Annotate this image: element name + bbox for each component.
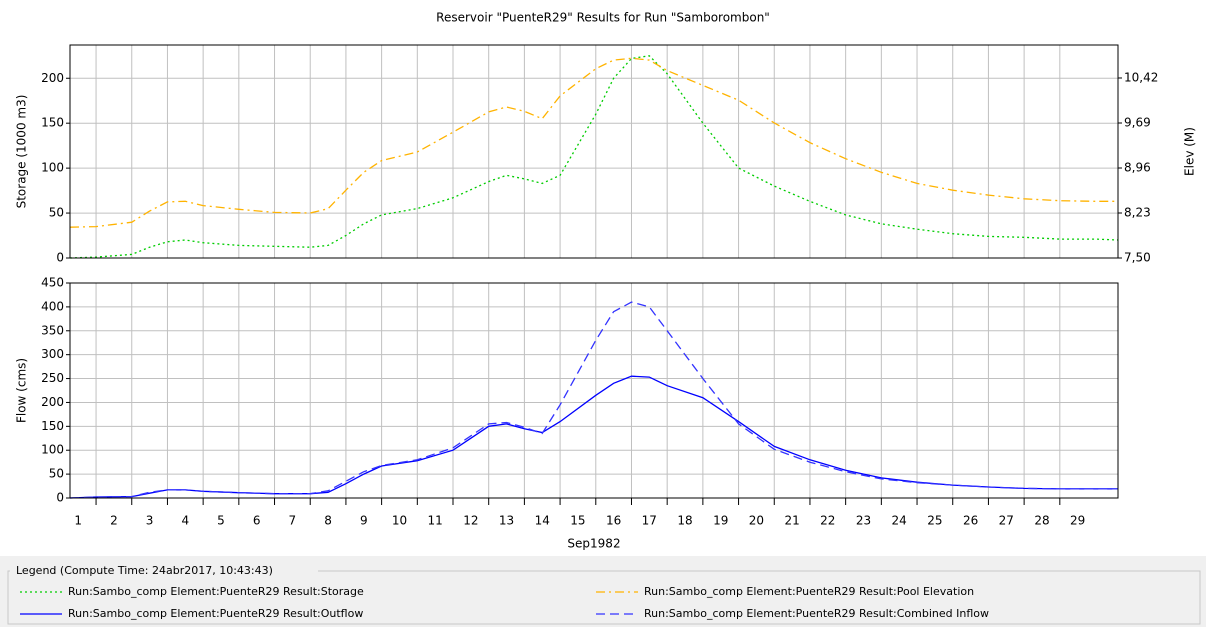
legend-border (7, 570, 1201, 625)
x-tick-label: 1 (74, 514, 82, 528)
y-tick-label: 150 (41, 116, 64, 130)
series-line (69, 301, 1118, 499)
legend-label: Run:Sambo_comp Element:PuenteR29 Result:… (644, 585, 974, 598)
x-tick-label: 5 (217, 514, 225, 528)
y2-tick-label: 8,96 (1124, 160, 1151, 174)
plot-border (69, 44, 1119, 259)
y-tick-label: 0 (56, 251, 64, 265)
y2-tick-label: 9,69 (1124, 115, 1151, 129)
x-tick-label: 8 (324, 514, 332, 528)
y-tick-label: 150 (41, 419, 64, 433)
series-line (69, 55, 1119, 259)
x-tick-label: 6 (253, 514, 261, 528)
y-tick-label: 300 (41, 347, 64, 361)
x-tick-label: 11 (428, 514, 443, 528)
x-axis-label: Sep1982 (567, 537, 620, 551)
x-tick-label: 9 (360, 514, 368, 528)
y-tick-label: 450 (41, 276, 64, 290)
x-tick-label: 27 (999, 514, 1014, 528)
plot-border (69, 282, 1119, 499)
plot-area (70, 283, 1118, 498)
x-tick-label: 21 (784, 514, 799, 528)
x-tick-label: 13 (499, 514, 514, 528)
series-line (69, 57, 1118, 228)
y-tick-label: 100 (41, 443, 64, 457)
x-tick-label: 7 (289, 514, 297, 528)
legend-label: Run:Sambo_comp Element:PuenteR29 Result:… (68, 607, 363, 620)
x-tick-label: 12 (463, 514, 478, 528)
y-tick-label: 350 (41, 323, 64, 337)
x-tick-label: 15 (570, 514, 585, 528)
legend-title: Legend (Compute Time: 24abr2017, 10:43:4… (16, 564, 273, 577)
y-tick-label: 250 (41, 371, 64, 385)
x-tick-label: 2 (110, 514, 118, 528)
y2-tick-label: 8,23 (1124, 205, 1151, 219)
x-tick-label: 25 (927, 514, 942, 528)
x-tick-label: 16 (606, 514, 621, 528)
y-tick-label: 400 (41, 299, 64, 313)
x-tick-label: 23 (856, 514, 871, 528)
chart-title: Reservoir "PuenteR29" Results for Run "S… (436, 11, 770, 25)
legend-label: Run:Sambo_comp Element:PuenteR29 Result:… (644, 607, 989, 620)
x-tick-label: 24 (892, 514, 907, 528)
y2-axis-label: Elev (M) (1183, 127, 1197, 176)
y-tick-label: 100 (41, 161, 64, 175)
x-tick-label: 26 (963, 514, 978, 528)
y-tick-label: 50 (49, 206, 64, 220)
x-tick-label: 20 (749, 514, 764, 528)
y2-tick-label: 7,50 (1124, 251, 1151, 265)
x-tick-label: 19 (713, 514, 728, 528)
y-tick-label: 50 (49, 467, 64, 481)
plot-area (70, 45, 1118, 258)
y-tick-label: 200 (41, 395, 64, 409)
x-tick-label: 28 (1034, 514, 1049, 528)
y2-tick-label: 10,42 (1124, 70, 1158, 84)
x-tick-label: 14 (535, 514, 550, 528)
y-axis-label: Flow (cms) (15, 358, 29, 423)
y-axis-label: Storage (1000 m3) (15, 95, 29, 209)
x-tick-label: 18 (677, 514, 692, 528)
x-tick-label: 3 (146, 514, 154, 528)
x-tick-label: 22 (820, 514, 835, 528)
legend-label: Run:Sambo_comp Element:PuenteR29 Result:… (68, 585, 364, 598)
y-tick-label: 0 (56, 491, 64, 505)
x-tick-label: 17 (642, 514, 657, 528)
y-tick-label: 200 (41, 71, 64, 85)
x-tick-label: 10 (392, 514, 407, 528)
x-tick-label: 4 (181, 514, 189, 528)
x-tick-label: 29 (1070, 514, 1085, 528)
